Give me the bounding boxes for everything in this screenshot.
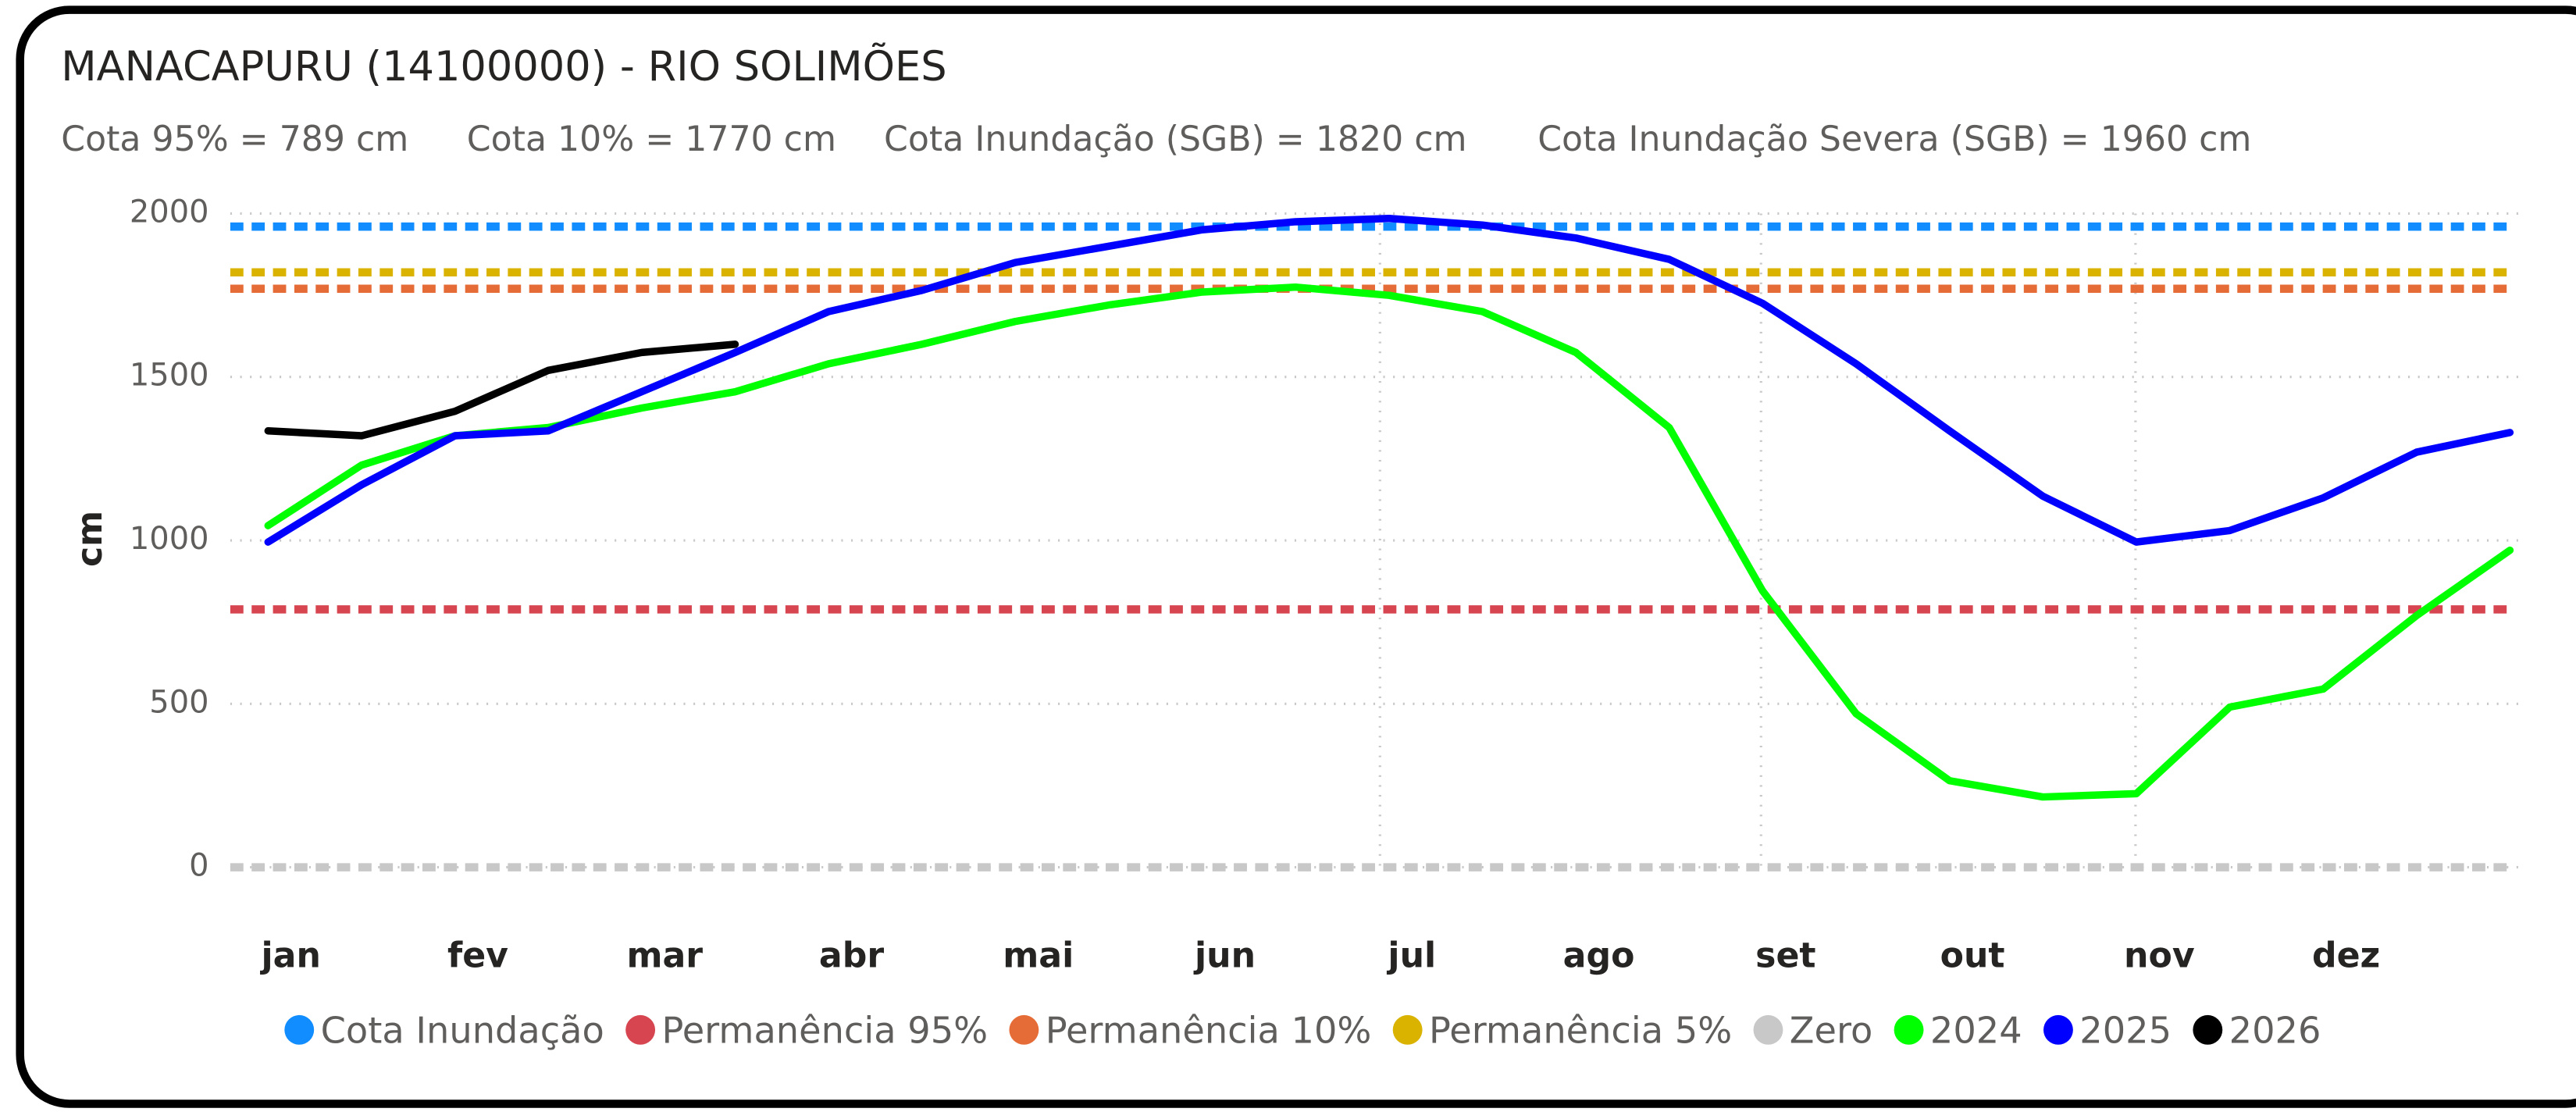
legend-label: Permanência 95% [661, 1010, 988, 1052]
x-tick-label: jan [260, 936, 321, 975]
x-tick-label: jun [1193, 936, 1256, 975]
x-tick-label: abr [819, 936, 884, 975]
legend-marker [625, 1014, 656, 1045]
subtitle: Cota Inundação (SGB) = 1820 cm [884, 119, 1466, 159]
legend-label: 2025 [2079, 1010, 2172, 1052]
series-line [264, 283, 2514, 801]
legend-label: Permanência 10% [1046, 1010, 1372, 1052]
y-tick-label: 1500 [130, 358, 209, 394]
legend-marker [2193, 1014, 2223, 1045]
legend-label: 2024 [1930, 1010, 2022, 1052]
x-tick-label: fev [447, 936, 508, 975]
x-tick-label: out [1940, 936, 2005, 975]
legend-label: Zero [1790, 1010, 1872, 1052]
series-line [264, 215, 2514, 546]
y-tick-label: 1000 [130, 521, 209, 557]
legend-label: Permanência 5% [1429, 1010, 1732, 1052]
x-tick-label: set [1755, 936, 1815, 975]
legend-marker [1009, 1014, 1039, 1045]
chart-title: MANACAPURU (14100000) - RIO SOLIMÕES [61, 41, 946, 91]
x-tick-label: nov [2124, 936, 2195, 975]
legend-marker [284, 1014, 315, 1045]
subtitle: Cota Inundação Severa (SGB) = 1960 cm [1537, 119, 2251, 159]
legend-marker [1392, 1014, 1423, 1045]
legend-label: Cota Inundação [321, 1010, 604, 1052]
y-axis-label: cm [70, 511, 110, 567]
series-line [264, 340, 739, 440]
legend-marker [2043, 1014, 2073, 1045]
x-tick-label: ago [1563, 936, 1635, 975]
x-tick-label: jul [1386, 936, 1436, 975]
subtitle: Cota 95% = 789 cm [61, 119, 408, 159]
subtitle: Cota 10% = 1770 cm [467, 119, 836, 159]
x-tick-label: mai [1003, 936, 1074, 975]
y-tick-label: 500 [149, 684, 208, 720]
legend-label: 2026 [2229, 1010, 2321, 1052]
x-tick-label: mar [626, 936, 703, 975]
x-tick-label: dez [2312, 936, 2380, 975]
y-tick-label: 0 [189, 848, 208, 884]
card-border [16, 5, 2576, 1108]
legend-marker [1753, 1014, 1783, 1045]
y-tick-label: 2000 [130, 194, 209, 230]
legend-marker [1894, 1014, 1924, 1045]
